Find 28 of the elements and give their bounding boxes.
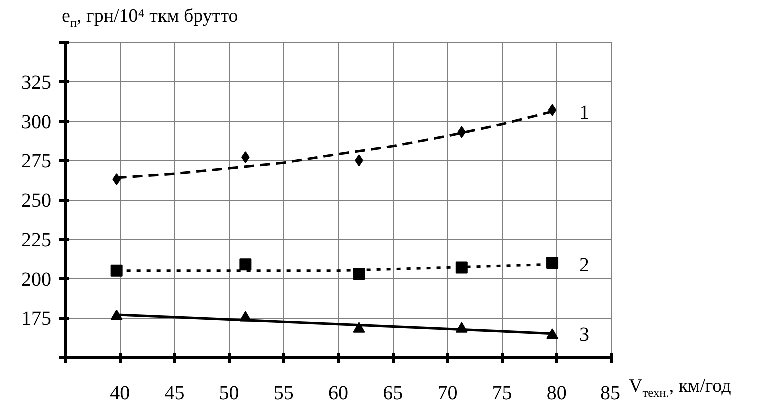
x-tick-label: 70 bbox=[438, 382, 458, 404]
point bbox=[110, 264, 123, 277]
y-tick-label: 225 bbox=[22, 229, 52, 252]
point bbox=[240, 258, 252, 271]
series-label: 3 bbox=[580, 324, 590, 346]
x-tick-label: 40 bbox=[110, 382, 130, 404]
point bbox=[546, 257, 559, 269]
y-axis-title: e$_{п}$, грн/10⁴ ткм брутто bbox=[62, 6, 238, 32]
x-tick-label: 55 bbox=[274, 382, 294, 404]
series-label: 2 bbox=[580, 254, 590, 277]
x-tick-label: 45 bbox=[164, 382, 185, 404]
series-label: 1 bbox=[580, 102, 590, 124]
x-axis-title: V$_{техн.}$, км/год bbox=[629, 376, 732, 402]
x-tick-label: 75 bbox=[492, 382, 512, 404]
point bbox=[353, 268, 366, 280]
y-tick-label: 325 bbox=[22, 72, 52, 94]
y-tick-label: 250 bbox=[22, 190, 52, 212]
y-tick-label: 275 bbox=[22, 150, 52, 173]
x-tick-label: 50 bbox=[219, 382, 240, 404]
x-tick-label: 65 bbox=[383, 382, 404, 404]
x-tick-label: 60 bbox=[328, 382, 348, 404]
point bbox=[456, 262, 468, 274]
x-tick-label: 80 bbox=[546, 382, 567, 404]
x-tick-label: 85 bbox=[600, 382, 620, 404]
y-tick-label: 200 bbox=[22, 268, 52, 291]
y-tick-label: 300 bbox=[22, 111, 52, 134]
y-tick-label: 175 bbox=[22, 308, 52, 330]
point bbox=[458, 126, 466, 138]
